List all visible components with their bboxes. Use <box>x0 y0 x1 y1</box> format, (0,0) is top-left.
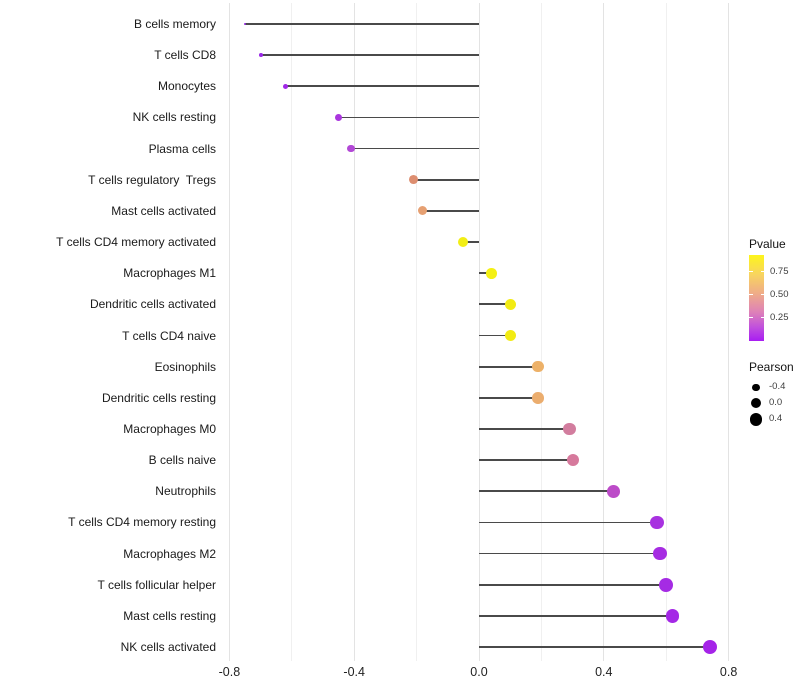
data-point <box>665 608 680 623</box>
y-axis-label: Macrophages M2 <box>123 546 216 561</box>
y-axis-label: Dendritic cells activated <box>89 297 216 312</box>
lollipop-stem <box>479 396 539 399</box>
gridline-major <box>603 3 605 661</box>
colorbar-tick-label: 0.25 <box>770 311 789 323</box>
lollipop-stem <box>479 365 539 368</box>
legend-pvalue-title: Pvalue <box>749 237 786 251</box>
gridline-minor <box>291 3 293 661</box>
data-point <box>486 267 497 279</box>
data-point <box>659 577 674 592</box>
y-axis-label: Plasma cells <box>148 141 216 156</box>
gridline-major <box>478 3 480 661</box>
data-point <box>563 422 576 435</box>
lollipop-stem <box>260 54 479 57</box>
y-axis-label: T cells follicular helper <box>97 577 217 592</box>
lollipop-stem <box>422 210 479 212</box>
gridline-major <box>228 3 230 661</box>
colorbar-tick-mark <box>749 294 753 296</box>
lollipop-stem <box>479 583 667 586</box>
lollipop-stem <box>479 303 511 306</box>
y-axis-label: Dendritic cells resting <box>101 390 216 405</box>
colorbar-tick-mark <box>760 317 764 319</box>
y-axis-label: Macrophages M0 <box>123 421 216 436</box>
legend-pearson-title: Pearson <box>749 360 794 374</box>
lollipop-stem <box>479 614 673 617</box>
data-point <box>702 639 718 655</box>
data-point <box>504 298 516 310</box>
colorbar-tick-mark <box>749 271 753 273</box>
lollipop-stem <box>413 178 479 181</box>
y-axis-label: T cells CD4 memory resting <box>68 515 216 530</box>
data-point <box>243 22 247 26</box>
lollipop-stem <box>463 241 479 243</box>
lollipop-stem <box>479 334 511 337</box>
lollipop-stem <box>479 552 660 555</box>
y-axis-label: NK cells resting <box>132 110 216 125</box>
colorbar-tick-mark <box>760 271 764 273</box>
y-axis-label: Neutrophils <box>155 484 216 499</box>
y-axis-label: T cells CD8 <box>154 48 216 63</box>
x-axis-tick-label: -0.4 <box>343 665 365 679</box>
y-axis-label: T cells regulatory Tregs <box>88 172 216 187</box>
gridline-minor <box>416 3 418 661</box>
colorbar-tick-mark <box>749 317 753 319</box>
y-axis-label: B cells memory <box>133 17 216 31</box>
lollipop-stem <box>479 490 614 493</box>
pearson-legend-dot <box>750 398 762 409</box>
data-point <box>653 546 667 561</box>
data-point <box>532 392 545 404</box>
x-axis-tick-label: 0.0 <box>470 665 488 679</box>
data-point <box>418 206 428 216</box>
pvalue-colorbar <box>749 255 764 341</box>
data-point <box>532 360 545 373</box>
y-axis-label: B cells naive <box>148 453 216 468</box>
y-axis-label: T cells CD4 memory activated <box>56 235 216 250</box>
gridline-major <box>353 3 355 661</box>
pearson-legend-dot <box>752 383 760 391</box>
pearson-legend-label: -0.4 <box>769 381 786 393</box>
data-point <box>650 515 664 530</box>
pearson-legend-label: 0.0 <box>769 397 783 409</box>
gridline-minor <box>540 3 542 661</box>
lollipop-stem <box>479 521 657 524</box>
y-axis-label: T cells CD4 naive <box>122 328 216 343</box>
colorbar-tick-mark <box>760 294 764 296</box>
data-point <box>458 237 469 248</box>
lollipop-stem <box>245 23 479 25</box>
data-point <box>566 454 579 467</box>
y-axis-label: NK cells activated <box>120 640 216 654</box>
lollipop-stem <box>479 459 573 461</box>
lollipop-stem <box>479 272 492 275</box>
data-point <box>504 329 516 341</box>
data-point <box>409 175 418 185</box>
y-axis-label: Mast cells activated <box>111 203 216 218</box>
data-point <box>283 83 289 89</box>
x-axis-tick-label: 0.4 <box>595 665 613 679</box>
pearson-legend-label: 0.4 <box>769 413 783 425</box>
data-point <box>335 113 343 121</box>
x-axis-tick-label: 0.8 <box>719 665 738 679</box>
colorbar-tick-label: 0.75 <box>770 265 789 277</box>
y-axis-label: Monocytes <box>157 79 216 94</box>
lollipop-stem <box>479 646 710 648</box>
data-point <box>258 53 263 58</box>
y-axis-label: Mast cells resting <box>123 608 216 623</box>
lollipop-stem <box>285 85 479 88</box>
y-axis-label: Macrophages M1 <box>123 266 216 281</box>
colorbar-tick-label: 0.50 <box>770 288 789 300</box>
data-point <box>606 484 620 498</box>
lollipop-stem <box>351 147 479 150</box>
pearson-legend-dot <box>749 412 763 426</box>
y-axis-label: Eosinophils <box>154 359 216 374</box>
gridline-major <box>728 3 730 661</box>
x-axis-tick-label: -0.8 <box>218 665 241 679</box>
lollipop-stem <box>479 428 570 430</box>
lollipop-stem <box>338 116 479 119</box>
data-point <box>347 144 355 153</box>
gridline-minor <box>665 3 667 661</box>
